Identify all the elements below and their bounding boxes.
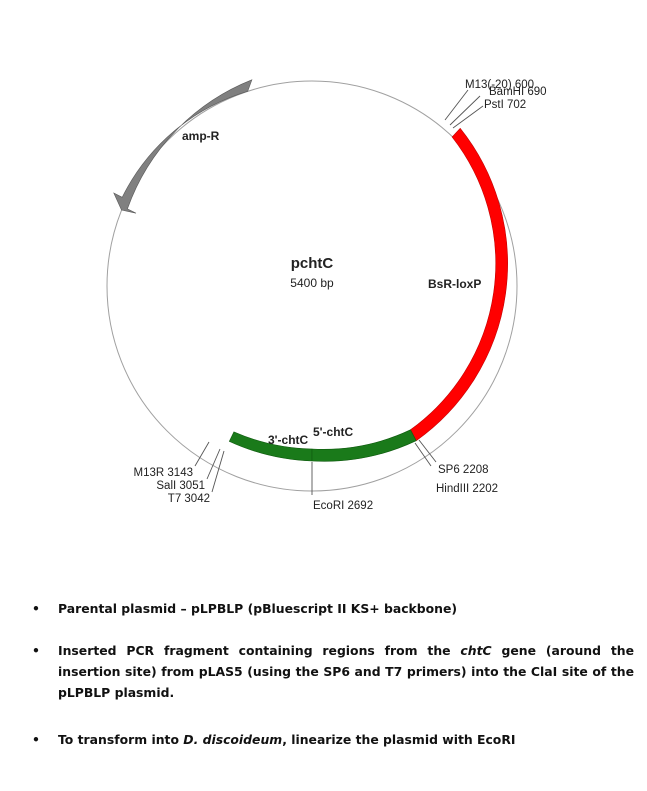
note-inserted-fragment: • Inserted PCR fragment containing regio… (32, 640, 634, 703)
site-line-hindiii (414, 442, 432, 467)
note-3-pre: To transform into (58, 732, 184, 747)
site-label-t7: T7 3042 (168, 493, 210, 505)
site-line-sali (206, 448, 221, 480)
site-line-sp6 (418, 439, 437, 463)
note-parental-plasmid: • Parental plasmid – pLPBLP (pBluescript… (32, 598, 634, 619)
feature-label-chtc-5: 5'-chtC (313, 425, 354, 439)
site-line-bamhi (449, 95, 481, 126)
bullet-2: • (32, 643, 40, 658)
plasmid-name: pchtC (291, 255, 334, 272)
feature-label-amp-r: amp-R (182, 129, 220, 143)
site-label-sali: SalI 3051 (156, 480, 205, 492)
site-label-sp6: SP6 2208 (438, 464, 489, 476)
note-3-post: , linearize the plasmid with EcoRI (282, 732, 516, 747)
feature-label-chtc-3: 3'-chtC (268, 433, 309, 447)
site-label-bamhi: BamHI 690 (489, 86, 547, 98)
site-line-t7 (211, 450, 225, 493)
note-3-text: To transform into D. discoideum, lineari… (58, 729, 634, 750)
site-line-m13-20 (444, 89, 469, 121)
note-2-post: gene (around the insertion site) from pL… (58, 643, 634, 700)
note-2-text: Inserted PCR fragment containing regions… (58, 640, 634, 703)
site-label-m13-20: M13(-20) 600 (465, 79, 534, 91)
bullet-3: • (32, 732, 40, 747)
note-2-gene: chtC (460, 643, 492, 658)
note-3-organism: D. discoideum (183, 732, 283, 747)
site-label-hindiii: HindIII 2202 (436, 483, 498, 495)
site-label-ecori: EcoRI 2692 (313, 500, 373, 512)
note-transform: • To transform into D. discoideum, linea… (32, 729, 634, 750)
site-lines (194, 89, 484, 495)
feature-arc-chtc-5 (311, 429, 417, 462)
plasmid-map: pchtC 5400 bp amp-R BsR-loxP 3'-chtC 5'-… (106, 79, 547, 512)
bullet-1: • (32, 601, 40, 616)
feature-label-bsr-loxp: BsR-loxP (428, 277, 481, 291)
site-line-m13r (194, 441, 210, 467)
site-label-psti: PstI 702 (484, 99, 526, 111)
note-1-text: Parental plasmid – pLPBLP (pBluescript I… (58, 601, 458, 616)
site-label-m13r: M13R 3143 (134, 467, 193, 479)
plasmid-size: 5400 bp (290, 276, 334, 290)
feature-arc-amp-r (113, 79, 253, 214)
site-line-psti (452, 105, 484, 129)
note-2-pre: Inserted PCR fragment containing regions… (58, 643, 461, 658)
